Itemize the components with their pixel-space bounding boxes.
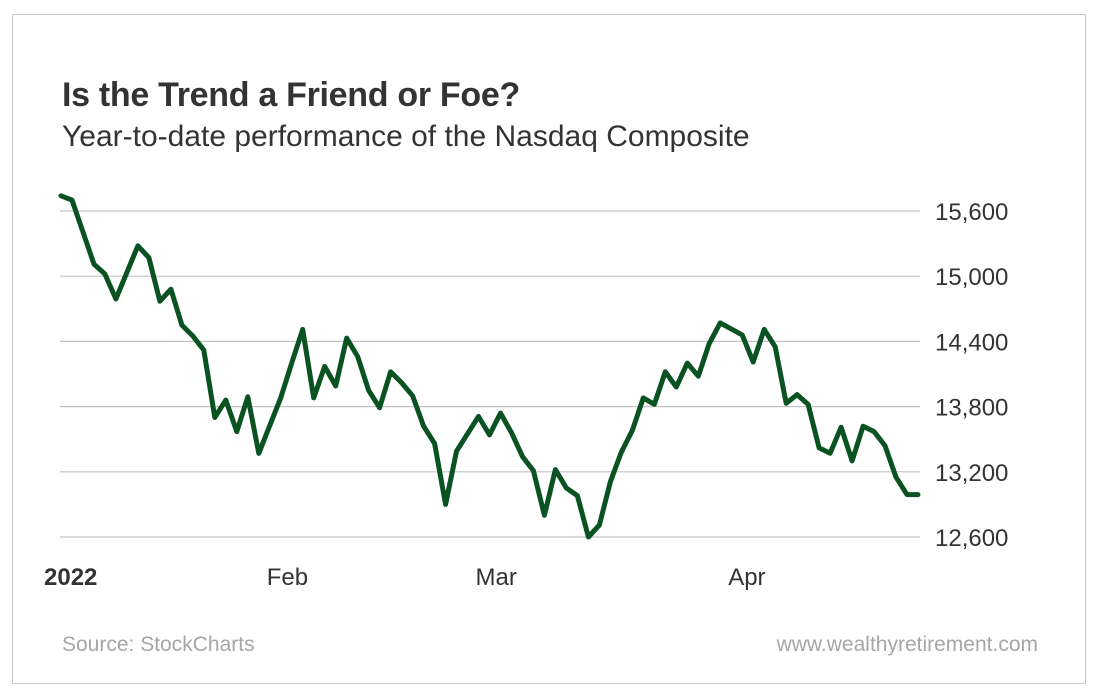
x-tick-label: Mar: [476, 564, 517, 591]
x-axis-ticks: 2022 Feb Mar Apr: [44, 564, 766, 591]
chart-frame: [12, 14, 1086, 684]
source-note: Source: StockCharts: [62, 633, 255, 656]
y-tick-label: 14,400: [935, 329, 1008, 356]
y-tick-label: 15,600: [935, 199, 1008, 226]
y-tick-label: 12,600: [935, 525, 1008, 552]
y-tick-label: 13,800: [935, 395, 1008, 422]
series-layer: [58, 193, 921, 540]
y-axis-ticks: 15,600 15,000 14,400 13,800 13,200 12,600: [935, 199, 1008, 552]
chart-title: Is the Trend a Friend or Foe?: [62, 76, 520, 114]
series-line: [58, 193, 921, 540]
y-tick-label: 13,200: [935, 460, 1008, 487]
gridlines: [60, 210, 920, 538]
x-tick-label: Feb: [267, 564, 308, 591]
website-link[interactable]: www.wealthyretirement.com: [776, 633, 1038, 656]
x-tick-label: Apr: [728, 564, 765, 591]
y-tick-label: 15,000: [935, 264, 1008, 291]
x-tick-label: 2022: [44, 564, 97, 591]
chart-subtitle: Year-to-date performance of the Nasdaq C…: [62, 120, 750, 153]
